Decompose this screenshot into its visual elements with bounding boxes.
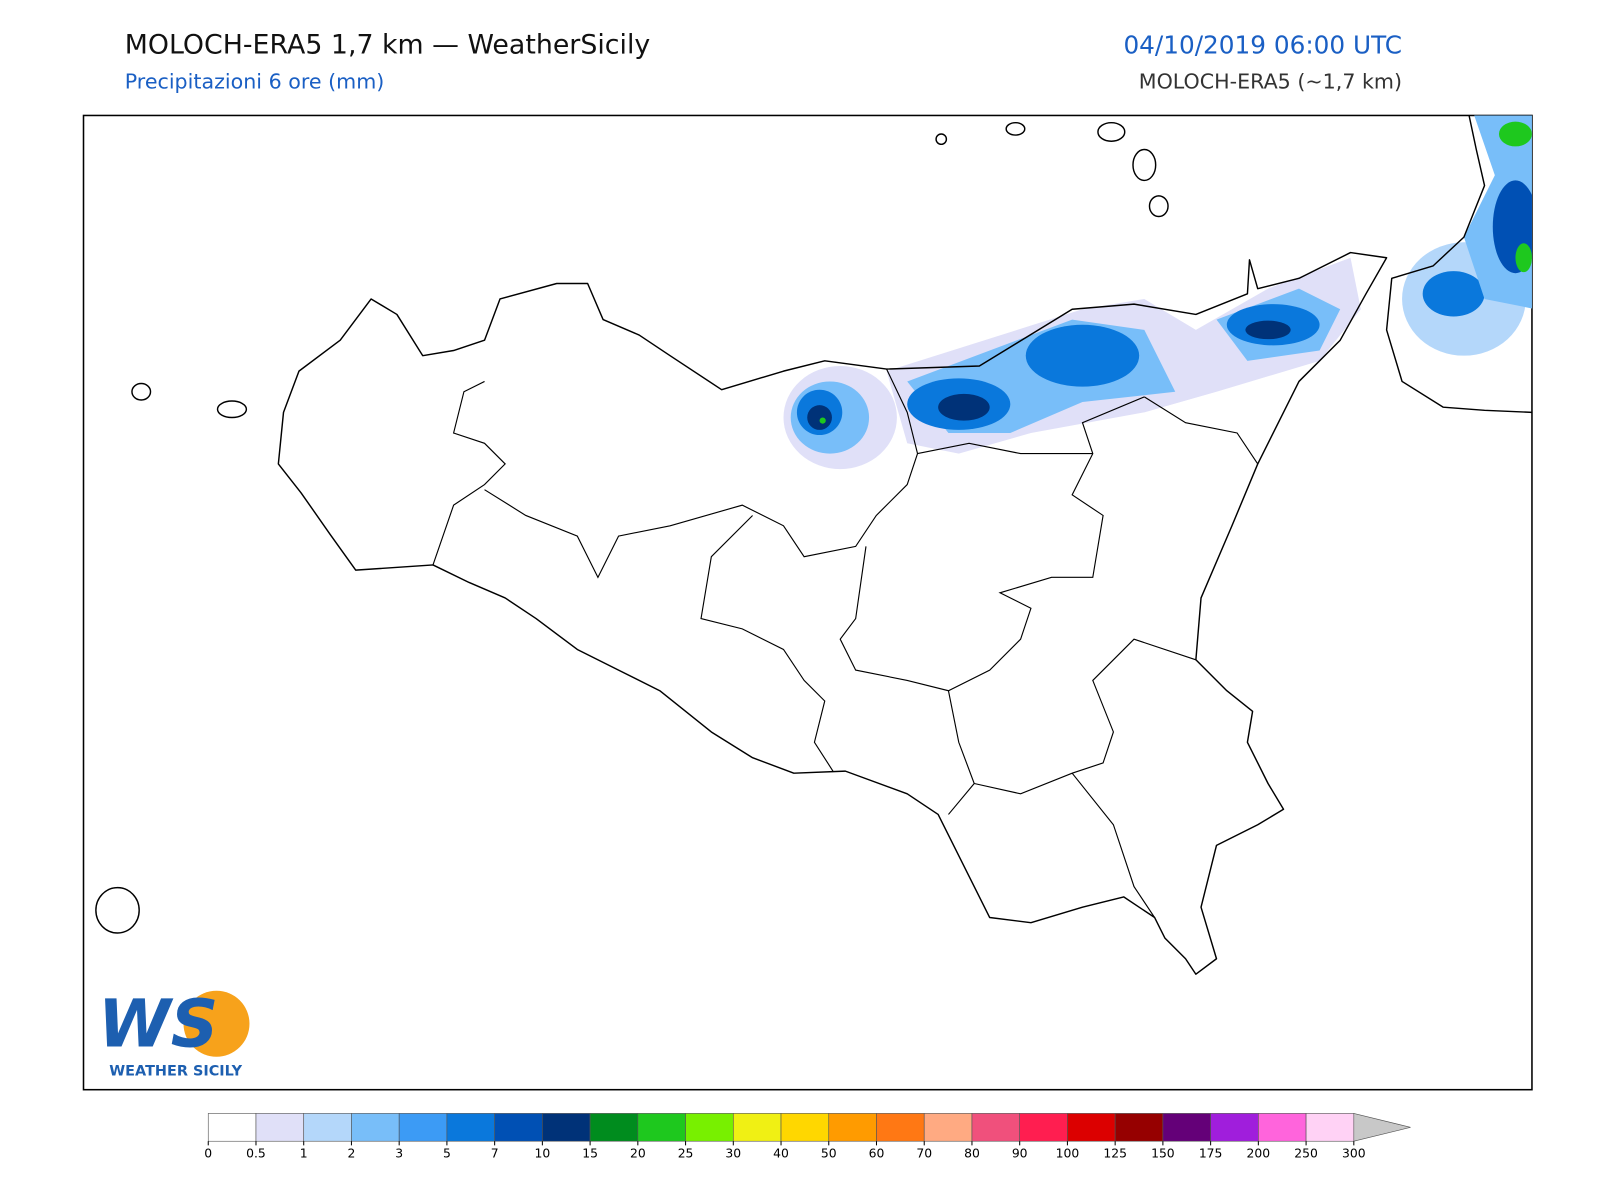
colorbar-tick-label: 25 (678, 1147, 694, 1161)
colorbar-tick-label: 3 (395, 1147, 403, 1161)
colorbar-tick-label: 40 (773, 1147, 789, 1161)
colorbar-swatch (255, 1113, 305, 1142)
colorbar-swatch (1162, 1113, 1211, 1142)
colorbar-tick-label: 200 (1247, 1147, 1271, 1161)
colorbar-swatch (971, 1113, 1020, 1142)
colorbar-swatch (589, 1113, 639, 1142)
colorbar-tick-label: 250 (1294, 1147, 1318, 1161)
colorbar-swatch (303, 1113, 352, 1142)
colorbar-swatch (1258, 1113, 1307, 1142)
colorbar-tick-label: 30 (725, 1147, 741, 1161)
colorbar-tick-label: 1 (300, 1147, 308, 1161)
colorbar-tick-label: 150 (1151, 1147, 1175, 1161)
colorbar-tick-label: 100 (1056, 1147, 1080, 1161)
colorbar-swatch (637, 1113, 686, 1142)
colorbar-swatch (780, 1113, 830, 1142)
colorbar-swatch (1114, 1113, 1164, 1142)
valid-time: 04/10/2019 06:00 UTC (1123, 31, 1402, 60)
logo-mark: WS (98, 985, 218, 1062)
colorbar-tick-label: 15 (582, 1147, 598, 1161)
province-borders (432, 368, 1259, 918)
logo-text: WEATHER SICILY (109, 1063, 242, 1079)
colorbar-swatch (828, 1113, 877, 1142)
colorbar-tick-label: 10 (535, 1147, 551, 1161)
colorbar-swatch (494, 1113, 543, 1142)
colorbar-swatch (732, 1113, 782, 1142)
colorbar-tick-label: 300 (1342, 1147, 1366, 1161)
colorbar-tick-label: 125 (1103, 1147, 1127, 1161)
colorbar-tick-label: 175 (1199, 1147, 1223, 1161)
colorbar-tick-label: 20 (630, 1147, 646, 1161)
logo: WS WEATHER SICILY (98, 985, 250, 1079)
colorbar-tick-label: 7 (491, 1147, 499, 1161)
colorbar: 0 0.5 1 2 3 5 7 10 15 20 25 30 40 50 60 70 80 90 100 125 150… (204, 1113, 1411, 1161)
colorbar-swatch (542, 1113, 591, 1142)
colorbar-tick-label: 2 (348, 1147, 356, 1161)
colorbar-swatch (207, 1113, 257, 1142)
colorbar-tick-label: 90 (1012, 1147, 1028, 1161)
precipitation (783, 115, 1532, 470)
colorbar-tick-label: 0.5 (246, 1147, 266, 1161)
colorbar-extend (1353, 1113, 1411, 1142)
colorbar-tick-label: 80 (964, 1147, 980, 1161)
colorbar-swatch (1067, 1113, 1116, 1142)
colorbar-swatch (1305, 1113, 1355, 1142)
colorbar-tick-label: 70 (916, 1147, 932, 1161)
colorbar-swatch (351, 1113, 400, 1142)
colorbar-swatch (685, 1113, 734, 1142)
colorbar-tick-label: 60 (869, 1147, 885, 1161)
model-label: MOLOCH-ERA5 (~1,7 km) (1139, 70, 1402, 94)
colorbar-tick-label: 50 (821, 1147, 837, 1161)
colorbar-swatch (446, 1113, 495, 1142)
colorbar-swatch (923, 1113, 973, 1142)
colorbar-tick-label: 5 (443, 1147, 451, 1161)
colorbar-swatch (1210, 1113, 1259, 1142)
map-frame (82, 114, 1533, 1091)
colorbar-swatch (398, 1113, 448, 1142)
colorbar-tick-label: 0 (204, 1147, 212, 1161)
colorbar-swatch (876, 1113, 925, 1142)
title: MOLOCH-ERA5 1,7 km — WeatherSicily (125, 30, 651, 61)
colorbar-swatch (1019, 1113, 1068, 1142)
subtitle: Precipitazioni 6 ore (mm) (125, 70, 385, 94)
map-area: WS WEATHER SICILY (82, 114, 1533, 1091)
